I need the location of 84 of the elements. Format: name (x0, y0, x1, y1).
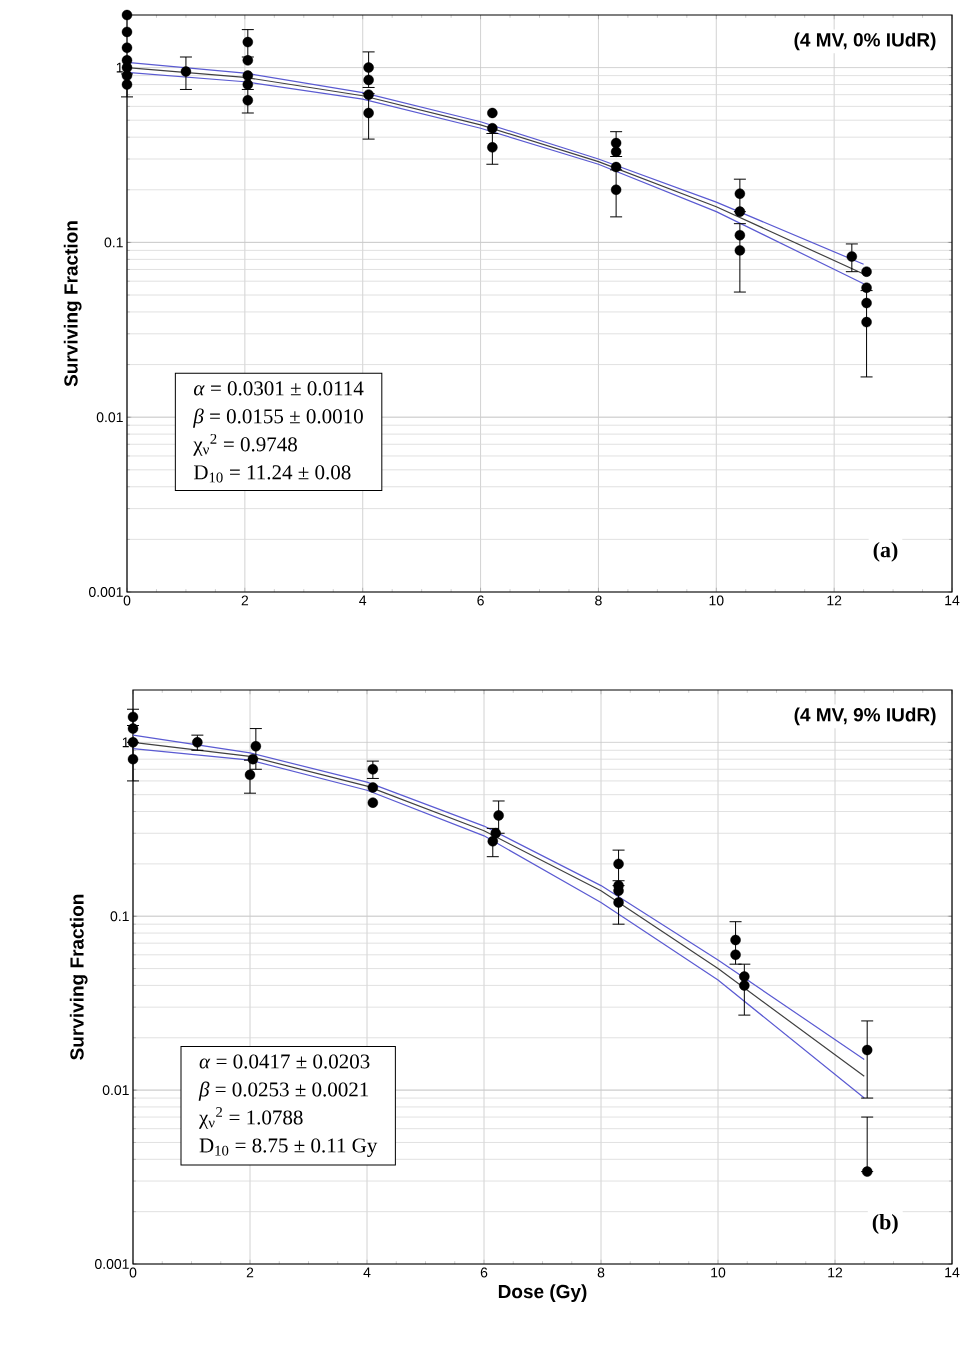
point (242, 95, 253, 106)
point (363, 62, 374, 73)
point (487, 107, 498, 119)
annotation: α = 0.0417 ± 0.0203 (199, 1054, 370, 1069)
annotation: D$_{10}$ = 11.24 ± 0.08 (193, 465, 351, 483)
point (363, 107, 374, 119)
annotation: (4 MV, 0% IUdR) (794, 32, 936, 51)
y-tick-label: 0.01 (96, 412, 123, 423)
x-tick-label: 10 (711, 1267, 726, 1278)
point (121, 9, 133, 21)
point (250, 741, 262, 752)
point (861, 266, 872, 277)
annotation: D$_{10}$ = 8.75 ± 0.11 Gy (199, 1138, 378, 1157)
x-tick-label: 0 (129, 1267, 137, 1278)
annotation: χ$_{ν}$$^{2}$ = 0.9748 (193, 433, 297, 456)
point (242, 79, 253, 90)
point (861, 297, 872, 309)
point (613, 858, 624, 870)
x-tick-label: 6 (480, 1267, 488, 1278)
point (610, 161, 622, 173)
point (121, 42, 133, 53)
x-tick-label: 14 (945, 1267, 960, 1278)
x-tick-label: 6 (477, 595, 484, 606)
point (846, 251, 858, 262)
point (367, 782, 379, 793)
point (487, 123, 498, 134)
y-axis-title: Surviving Fraction (63, 221, 82, 387)
y-tick-label: 1 (116, 62, 123, 73)
point (363, 89, 374, 100)
x-tick-label: 8 (597, 1267, 605, 1278)
annotation: β = 0.0155 ± 0.0010 (193, 408, 363, 428)
y-tick-label: 0.001 (94, 1259, 129, 1269)
annotation: (a) (873, 541, 898, 562)
x-tick-label: 2 (241, 595, 249, 606)
annotation: χ$_{ν}$$^{2}$ = 1.0788 (198, 1107, 303, 1129)
x-tick-label: 8 (595, 595, 602, 606)
point (367, 764, 379, 775)
point (487, 142, 498, 153)
x-tick-label: 2 (246, 1267, 254, 1278)
point (493, 810, 504, 821)
point (610, 146, 622, 157)
point (734, 188, 746, 199)
x-tick-label: 14 (945, 595, 960, 606)
point (180, 66, 192, 77)
annotation: α = 0.0301 ± 0.0114 (193, 381, 364, 396)
point (367, 797, 379, 808)
point (861, 1044, 873, 1056)
annotation: (4 MV, 9% IUdR) (794, 707, 936, 726)
point (242, 36, 253, 48)
point (861, 282, 872, 293)
x-tick-label: 0 (123, 595, 131, 606)
x-axis-title: Dose (Gy) (498, 1284, 587, 1303)
x-tick-label: 4 (359, 595, 367, 606)
point (121, 26, 133, 38)
y-axis-title: Surviving Fraction (69, 894, 88, 1060)
y-tick-label: 0.01 (102, 1085, 129, 1096)
x-tick-label: 12 (828, 1267, 843, 1278)
point (861, 1166, 873, 1177)
point (242, 70, 253, 81)
point (730, 934, 741, 946)
annotation: (b) (872, 1214, 898, 1234)
y-tick-label: 0.001 (88, 587, 123, 597)
point (730, 949, 741, 960)
point (127, 723, 139, 734)
point (739, 971, 750, 982)
annotation: β = 0.0253 ± 0.0021 (198, 1081, 369, 1101)
point (363, 74, 374, 86)
x-tick-label: 4 (363, 1267, 371, 1278)
x-tick-label: 12 (827, 595, 842, 606)
point (247, 753, 259, 765)
point (734, 206, 746, 217)
x-tick-label: 10 (709, 595, 724, 606)
y-tick-label: 0.1 (110, 911, 129, 922)
point (610, 184, 622, 195)
point (121, 79, 133, 90)
point (244, 769, 256, 781)
point (613, 897, 624, 908)
point (242, 55, 253, 66)
y-tick-label: 0.1 (104, 237, 123, 248)
point (127, 711, 139, 723)
point (127, 753, 139, 765)
point (734, 229, 746, 241)
point (734, 245, 746, 256)
point (861, 316, 872, 328)
